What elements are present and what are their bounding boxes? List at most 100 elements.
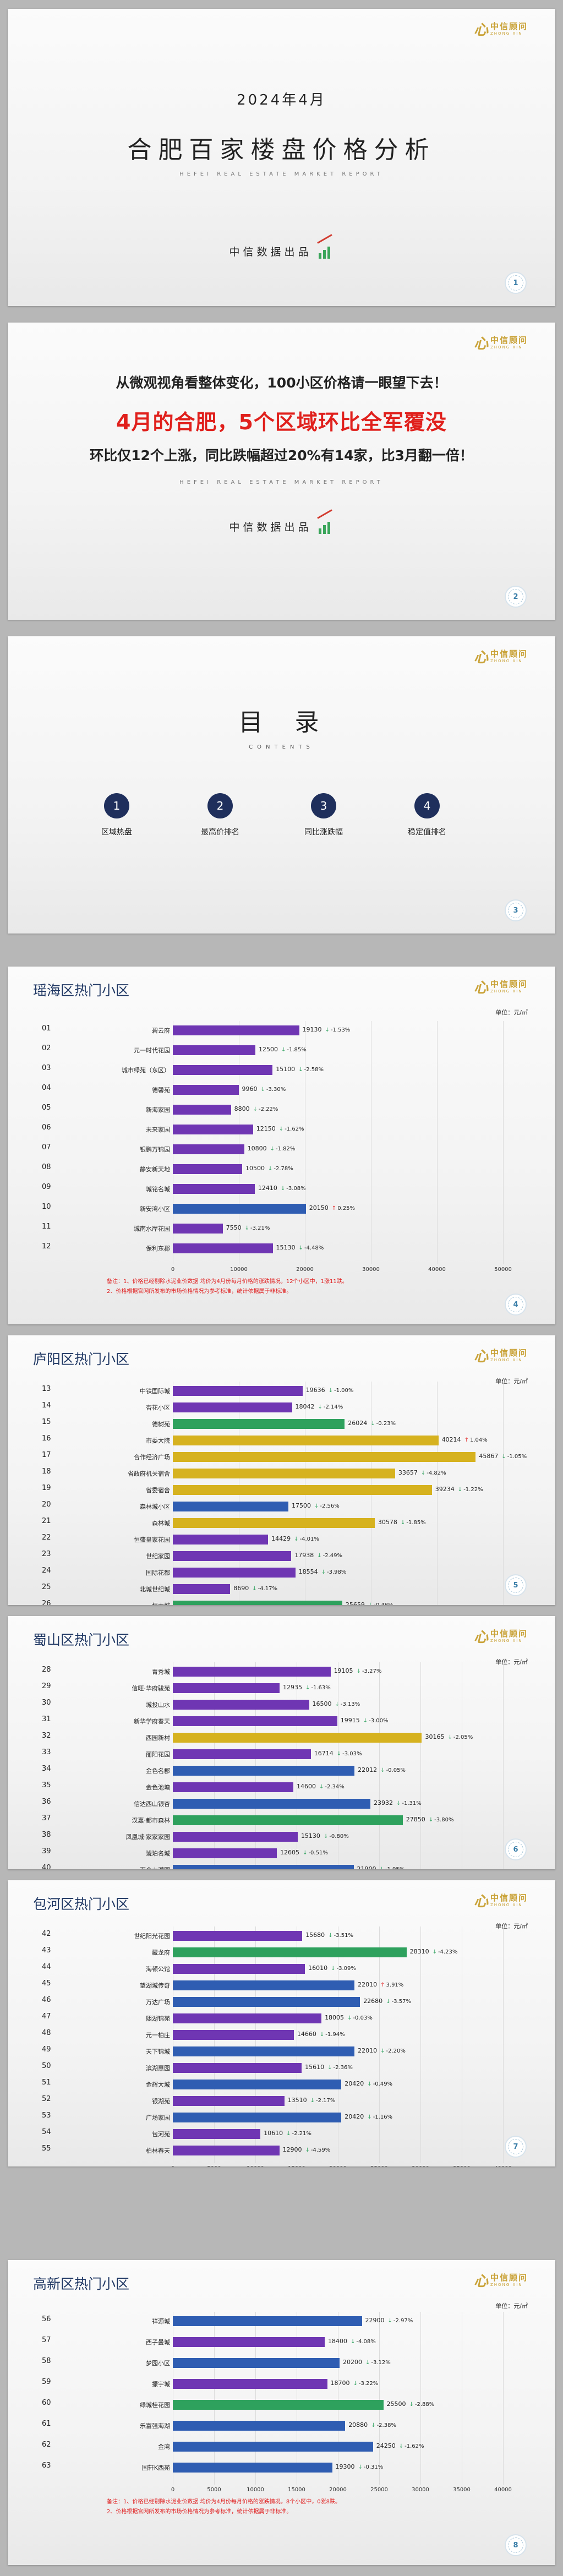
toc-label: 区域热盘 [101, 828, 132, 837]
value-bar [173, 1980, 355, 1990]
chart-row: 45 望湖城传奇 22010 ↑ 3.91% [8, 1979, 555, 1991]
change-value: -4.82% [427, 1470, 446, 1476]
value-bar [173, 2316, 362, 2326]
brand-logo: 心中信顾问 ZHONG XIN [473, 979, 528, 996]
row-number: 19 [42, 1484, 51, 1492]
chart-row: 04 德馨苑 9960 ↓ -3.30% [8, 1084, 555, 1096]
page-badge: 5 [505, 1574, 527, 1596]
bar-value: 33657 [398, 1469, 418, 1476]
change-value: -4.01% [299, 1536, 319, 1542]
bar-value-label: 25659↓-0.48% [346, 1601, 393, 1605]
bar-value: 20150 [309, 1204, 329, 1211]
change-arrow-icon: ↓ [319, 2032, 325, 2038]
bar-value: 21900 [357, 1865, 376, 1869]
change-value: -0.31% [363, 2464, 384, 2470]
chart-row: 11 城南水岸花园 7550 ↓ -3.21% [8, 1222, 555, 1235]
summary-publisher: 中信数据出品 [8, 509, 555, 534]
bar-value: 18700 [330, 2379, 350, 2387]
summary-slide: 心中信顾问 ZHONG XIN 从微观视角看整体变化，100小区价格请一眼望下去！… [8, 323, 555, 620]
bar-value: 7550 [226, 1224, 242, 1231]
gridline [503, 1382, 504, 1605]
change-value: -3.03% [342, 1751, 362, 1757]
change-arrow-icon: ↓ [278, 1126, 284, 1132]
chart-row: 36 信达西山银杏 23932 ↓ -1.31% [8, 1798, 555, 1810]
bar-value-label: 10500 ↓ -2.78% [245, 1165, 293, 1172]
change-value: -2.78% [274, 1166, 293, 1172]
chart-row: 10 新安湾小区 20150 ↑ 0.25% [8, 1203, 555, 1215]
value-bar [173, 1045, 255, 1055]
change-arrow-icon: ↓ [353, 2381, 358, 2387]
bar-value-label: 13510 ↓ -2.17% [288, 2097, 336, 2104]
chart-row: 03 城市绿苑（东区） 15100 ↓ -2.58% [8, 1064, 555, 1076]
toc-item-4[interactable]: 4 稳定值排名 [372, 793, 482, 837]
row-name: 金湾 [158, 2443, 170, 2451]
row-name: 合作经济广场 [134, 1454, 170, 1461]
chart-row: 01 碧云府 19130 ↓ -1.53% [8, 1024, 555, 1036]
row-number: 62 [42, 2441, 51, 2449]
gridline [437, 1021, 438, 1264]
chart-row: 52 银湖苑 13510 ↓ -2.17% [8, 2095, 555, 2107]
change-arrow-icon: ↓ [371, 2422, 376, 2428]
bar-value-label: 16500 ↓ -3.13% [313, 1700, 360, 1707]
change-arrow-icon: ↓ [317, 1553, 322, 1559]
bar-value-label: 12900 ↓ -4.59% [283, 2146, 331, 2153]
value-bar [173, 1164, 242, 1174]
chart-row: 02 元一时代花园 12500 ↓ -1.85% [8, 1044, 555, 1056]
bar-value-label: 12935 ↓ -1.63% [283, 1684, 331, 1691]
bar-value-label: 16010 ↓ -3.09% [308, 1964, 356, 1972]
value-bar [173, 1865, 354, 1869]
row-number: 61 [42, 2420, 51, 2428]
chart-row: 39 琥珀名城 12605 ↓ -0.51% [8, 1847, 555, 1859]
bar-value: 12150 [256, 1125, 276, 1132]
row-name: 世纪家园 [146, 1553, 170, 1560]
toc-item-2[interactable]: 2 最高价排名 [165, 793, 275, 837]
row-name: 海顿公馆 [146, 1966, 170, 1973]
change-value: -3.13% [340, 1701, 360, 1707]
bar-value: 16500 [312, 1700, 332, 1707]
value-bar [173, 2337, 325, 2347]
row-name: 银鹏万锦园 [140, 1146, 170, 1153]
change-value: -2.58% [304, 1067, 324, 1073]
chart-row: 48 元一柏庄 14660 ↓ -1.94% [8, 2029, 555, 2041]
change-value: 0.25% [337, 1205, 355, 1211]
row-name: 省委宿舍 [146, 1487, 170, 1494]
bar-value: 20420 [345, 2113, 364, 2120]
row-number: 13 [42, 1385, 51, 1393]
bar-value-label: 7550 ↓ -3.21% [226, 1224, 270, 1231]
change-arrow-icon: ↓ [409, 2402, 414, 2408]
bar-value-label: 22010 ↓ -2.20% [358, 2047, 406, 2054]
page-badge: 8 [505, 2534, 527, 2556]
bar-value-label: 24250 ↓ -1.62% [376, 2442, 424, 2449]
row-name: 凤凰城·家家家园 [125, 1833, 171, 1841]
bar-value-label: 17500 ↓ -2.56% [292, 1502, 340, 1509]
toc-item-3[interactable]: 3 同比涨跌幅 [269, 793, 379, 837]
bar-value-label: 20200 ↓ -3.12% [343, 2359, 391, 2366]
row-number: 50 [42, 2062, 51, 2070]
toc-item-1[interactable]: 1 区域热盘 [62, 793, 172, 837]
change-value: -0.05% [386, 1767, 406, 1773]
gridline [214, 2312, 215, 2485]
x-tick-label: 30000 [412, 2487, 429, 2493]
gridline [420, 2312, 421, 2485]
bar-value: 22012 [358, 1766, 378, 1773]
row-number: 42 [42, 1930, 51, 1938]
chart-unit: 单位：元/㎡ [495, 1923, 528, 1930]
bar-value: 9960 [242, 1085, 258, 1093]
brand-name-en: ZHONG XIN [490, 1638, 523, 1643]
row-name: 包河苑 [152, 2131, 170, 2138]
change-value: -1.31% [402, 1800, 422, 1807]
row-name: 滨湖惠园 [146, 2065, 170, 2072]
row-name: 城市绿苑（东区） [122, 1067, 170, 1074]
bar-value: 16010 [308, 1964, 328, 1972]
chart-unit: 单位：元/㎡ [495, 1009, 528, 1016]
bar-value: 22010 [358, 2047, 378, 2054]
change-arrow-icon: ↓ [298, 1067, 303, 1073]
change-arrow-icon: ↓ [420, 1470, 426, 1476]
change-value: -3.98% [327, 1569, 347, 1575]
chart-row: 54 包河苑 10610 ↓ -2.21% [8, 2128, 555, 2140]
row-number: 51 [42, 2078, 51, 2087]
bar-value-label: 23932 ↓ -1.31% [374, 1799, 422, 1807]
chart-growth-icon [316, 234, 334, 259]
value-bar [173, 1419, 345, 1429]
row-number: 06 [42, 1123, 51, 1132]
